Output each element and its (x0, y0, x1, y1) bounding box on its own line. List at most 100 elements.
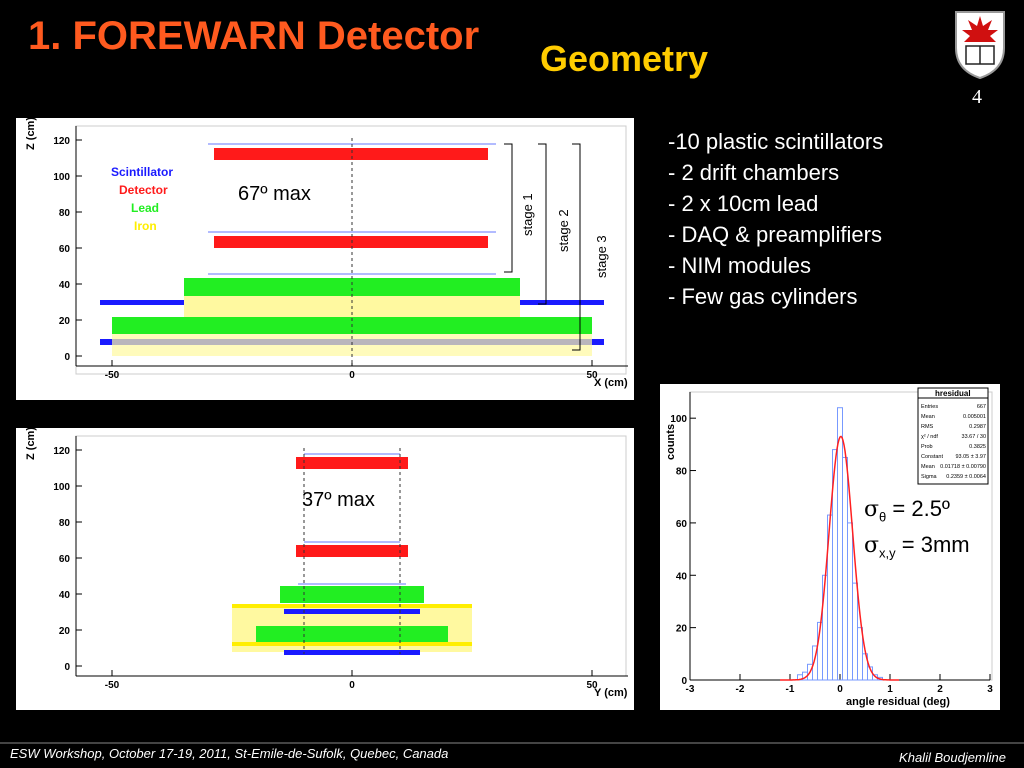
bottom-ytick-label: 40 (59, 590, 71, 601)
histogram-bar (857, 627, 863, 681)
histogram-bar (837, 407, 843, 681)
bottom-detector-1 (296, 457, 408, 469)
stage1-bracket (504, 143, 513, 273)
bottom-scint-bar-2 (284, 650, 420, 655)
top-ytick-label: 120 (53, 136, 70, 147)
bottom-iron-top (232, 604, 472, 608)
sigma-xy-value: = 3mm (901, 532, 970, 557)
sigma-xy-subscript: x,y (879, 545, 896, 561)
stats-title: hresidual (935, 389, 971, 398)
hist-ylabel: counts (665, 424, 677, 460)
sigma-theta-subscript: θ (879, 509, 887, 525)
feature-item: - 2 drift chambers (668, 160, 840, 185)
top-detector-2 (214, 236, 488, 248)
legend-detector: Detector (119, 183, 168, 197)
stats-label: Entries (921, 404, 938, 410)
feature-item: - DAQ & preamplifiers (668, 222, 882, 247)
hist-ytick-label: 60 (676, 519, 688, 530)
top-ytick-label: 0 (64, 352, 70, 363)
bottom-detector-2 (296, 545, 408, 557)
top-ytick-label: 100 (53, 172, 70, 183)
top-xlabel: X (cm) (594, 377, 628, 389)
hist-xtick-label: 1 (887, 684, 893, 695)
feature-item: -10 plastic scintillators (668, 129, 884, 154)
stage3-label: stage 3 (594, 235, 609, 278)
histogram-bar (842, 456, 848, 681)
sigma-symbol: σ (864, 533, 880, 558)
feature-item: - NIM modules (668, 253, 812, 278)
gaussian-fit-curve (780, 435, 899, 681)
top-ytick-label: 80 (59, 208, 71, 219)
stage3-bracket (572, 143, 581, 351)
stage2-label: stage 2 (556, 209, 571, 252)
histogram-bar (852, 582, 858, 681)
bottom-xtick-label: 0 (349, 680, 355, 691)
stats-box: hresidual Entries 667 Mean 0.005001 RMS 0.298… (917, 387, 989, 485)
stats-label: Mean (921, 414, 935, 420)
residual-histogram: 0 20 40 60 80 100 -3 -2 -1 0 1 2 3 counts angle resi… (660, 384, 1000, 710)
bottom-ytick-label: 60 (59, 554, 71, 565)
hist-ytick-label: 0 (681, 676, 687, 687)
bottom-ytick-label: 100 (53, 482, 70, 493)
bottom-lead-2 (256, 626, 448, 642)
top-ytick-label: 20 (59, 316, 71, 327)
bottom-lead-1 (280, 586, 424, 603)
sigma-xy-text: σx,y = 3mm (864, 532, 970, 560)
hist-ytick-label: 100 (670, 414, 687, 425)
hist-xtick-label: -2 (736, 684, 745, 695)
bottom-angle-label: 37º max (302, 489, 375, 511)
hist-xtick-label: -1 (786, 684, 795, 695)
top-xtick-label: 0 (349, 370, 355, 381)
stats-value: 0.3825 (969, 444, 986, 450)
top-ytick-label: 40 (59, 280, 71, 291)
footer-author: Khalil Boudjemline (899, 750, 1006, 765)
feature-list: -10 plastic scintillators - 2 drift cham… (668, 126, 883, 312)
sigma-theta-text: σθ = 2.5º (864, 496, 950, 524)
stats-label: Prob (921, 444, 933, 450)
university-shield-logo (955, 11, 1005, 80)
stats-value: 33.67 / 30 (962, 434, 986, 440)
hist-xtick-label: -3 (686, 684, 695, 695)
stats-value: 0.01718 ± 0.00790 (940, 464, 986, 470)
slide-number: 4 (972, 86, 982, 108)
top-lead-1 (184, 278, 520, 296)
feature-item: - Few gas cylinders (668, 284, 858, 309)
bottom-scint-bar-1 (284, 609, 420, 614)
top-angle-label: 67º max (238, 183, 311, 205)
footer-divider (0, 742, 1024, 744)
sigma-symbol: σ (864, 497, 880, 522)
stats-label: Sigma (921, 474, 938, 480)
legend-iron: Iron (134, 219, 157, 233)
stats-value: 93.05 ± 3.97 (955, 454, 986, 460)
stage2-bracket (538, 143, 547, 305)
stats-label: Constant (921, 454, 943, 460)
top-ytick-label: 60 (59, 244, 71, 255)
stats-value: 0.2987 (969, 424, 986, 430)
slide-subtitle: Geometry (540, 38, 709, 79)
legend-lead: Lead (131, 201, 159, 215)
bottom-iron-bottom (232, 642, 472, 646)
stats-value: 667 (977, 404, 986, 410)
bottom-ytick-label: 20 (59, 626, 71, 637)
stats-label: RMS (921, 424, 934, 430)
bottom-ytick-label: 80 (59, 518, 71, 529)
hist-ytick-label: 80 (676, 467, 688, 478)
bottom-xtick-label: -50 (105, 680, 120, 691)
bottom-ytick-label: 0 (64, 662, 70, 673)
hist-ytick-label: 40 (676, 571, 688, 582)
histogram-svg: 0 20 40 60 80 100 -3 -2 -1 0 1 2 3 counts angle resi… (665, 387, 993, 708)
hist-xtick-label: 0 (837, 684, 843, 695)
top-ylabel: Z (cm) (25, 118, 37, 150)
stats-label: χ² / ndf (921, 434, 938, 440)
top-xtick-label: -50 (105, 370, 120, 381)
slide-title: 1. FOREWARN Detector (28, 14, 480, 58)
histogram-bar (847, 522, 853, 681)
histogram-bar (822, 574, 828, 681)
bottom-xlabel: Y (cm) (594, 687, 628, 699)
top-xtick-label: 50 (586, 370, 598, 381)
legend-scintillator: Scintillator (111, 165, 173, 179)
